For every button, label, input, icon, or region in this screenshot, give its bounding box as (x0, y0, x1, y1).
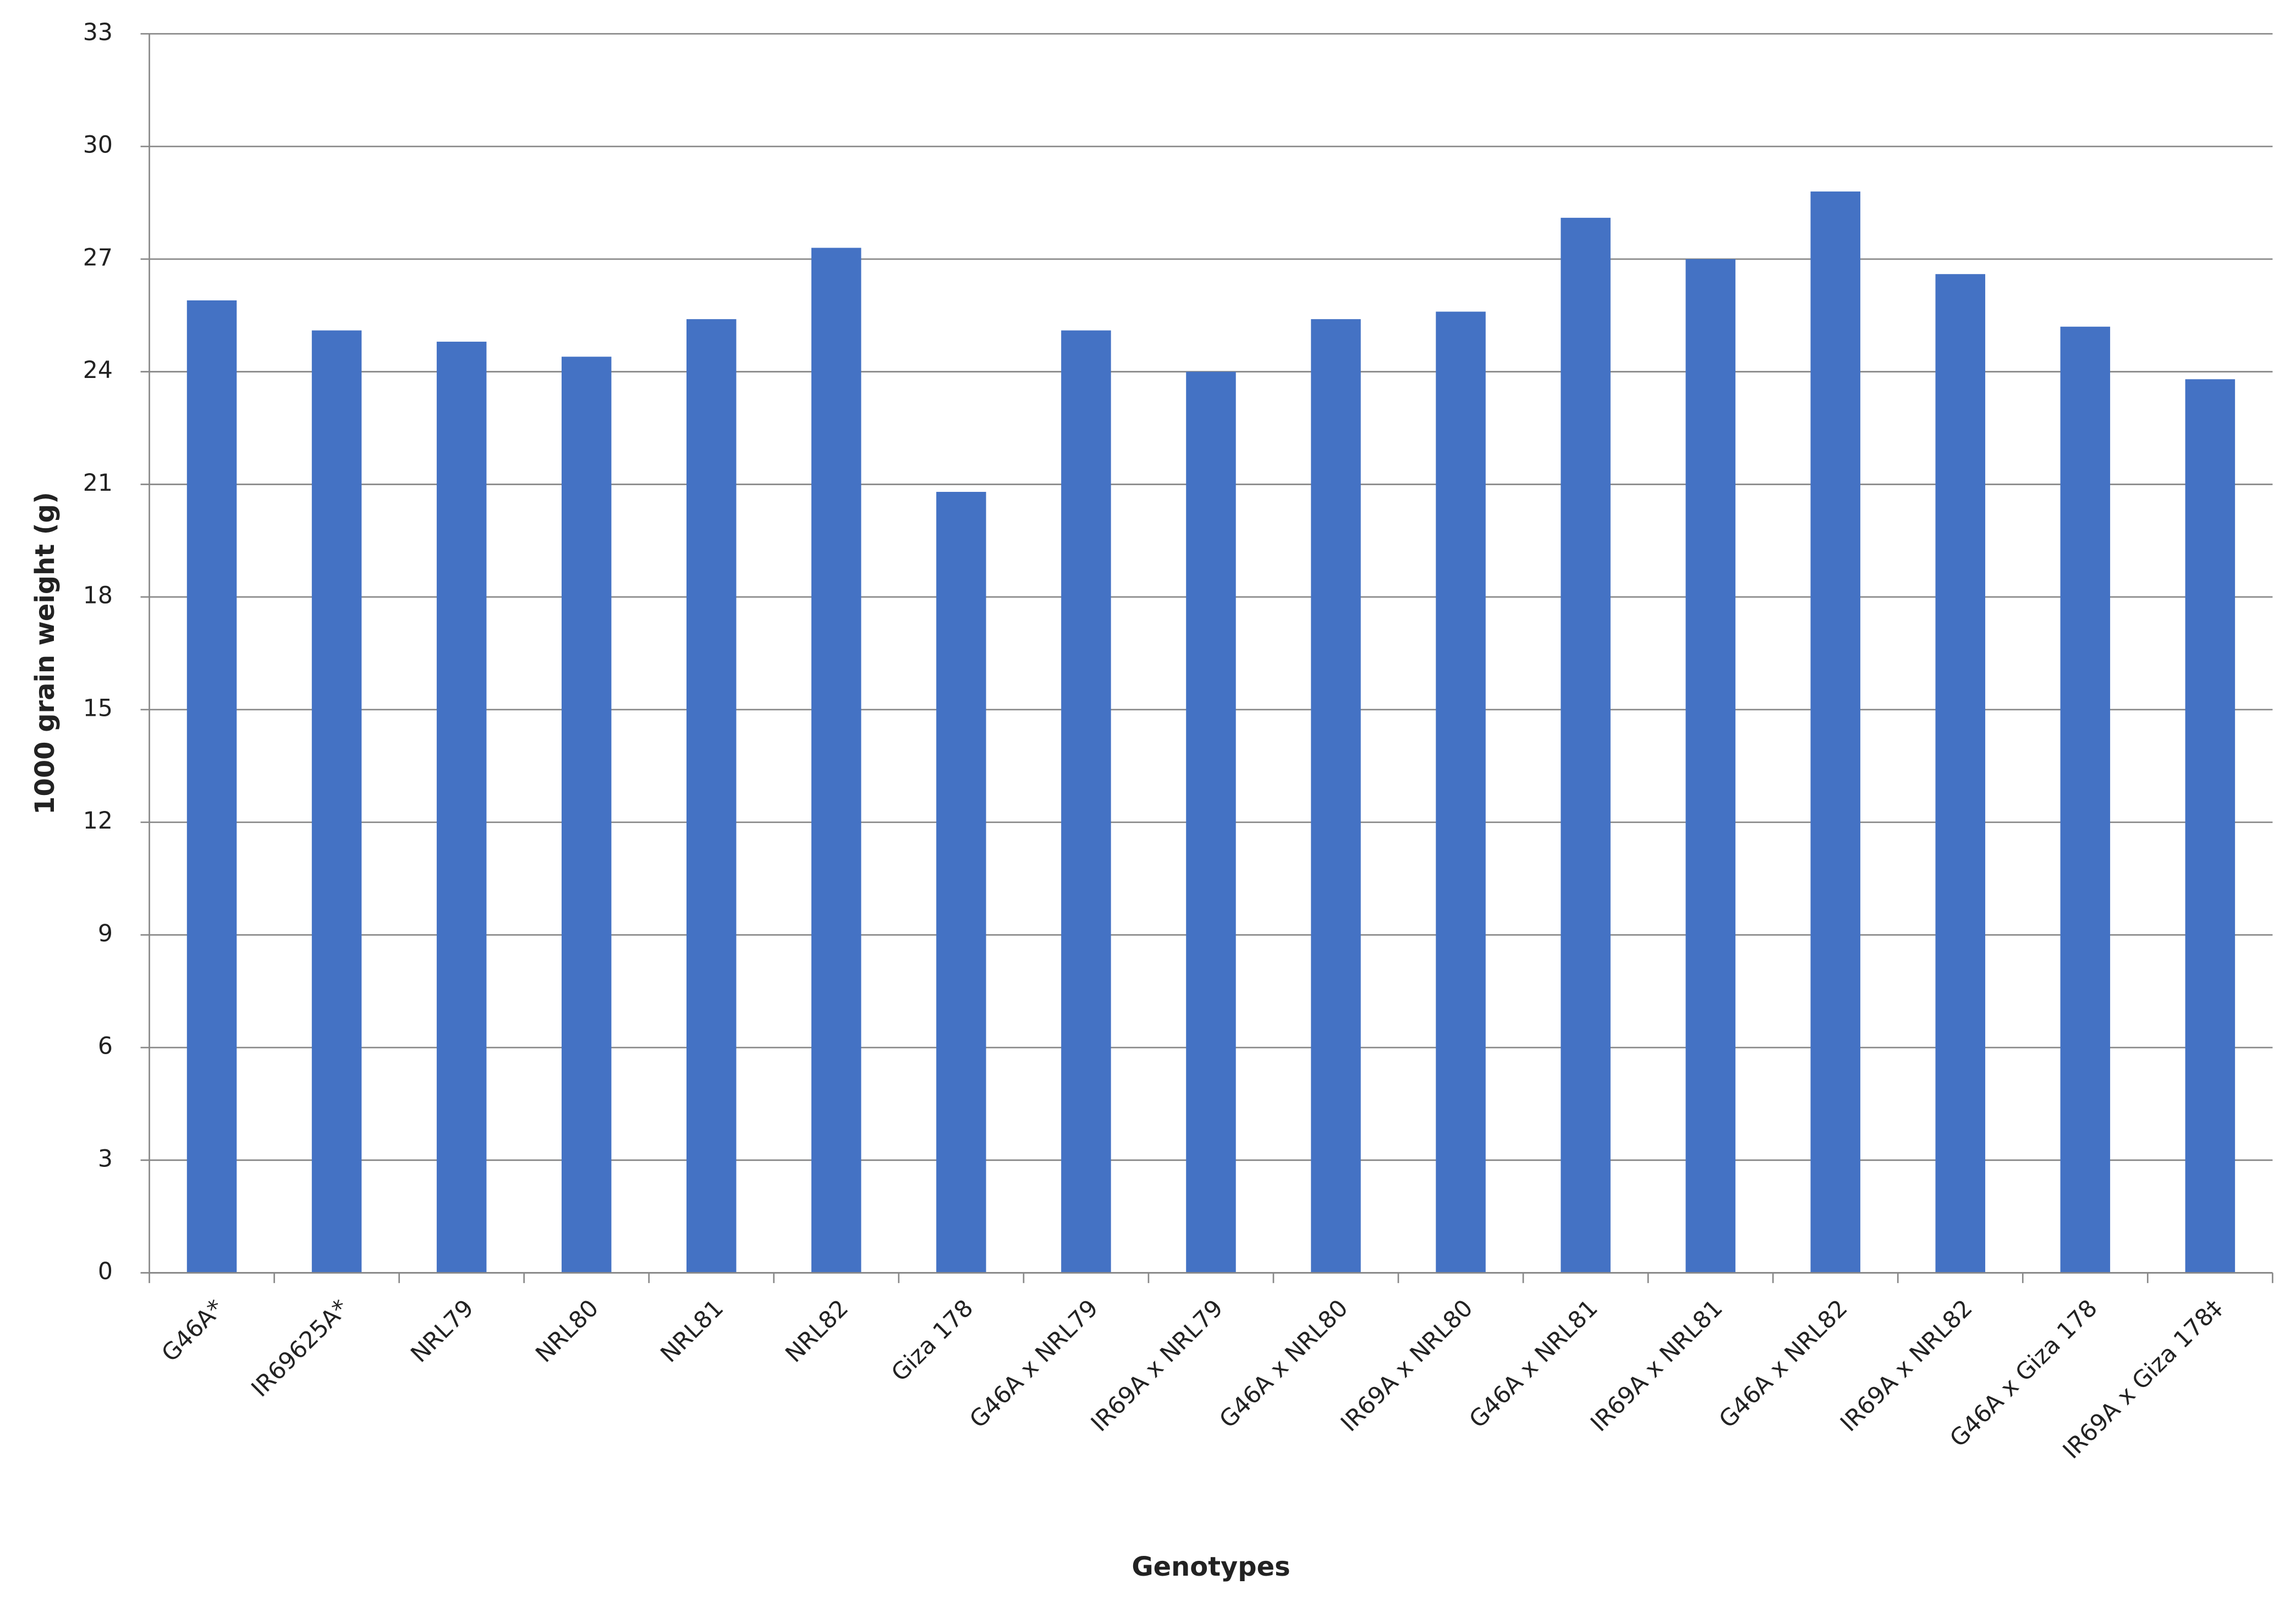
x-tick-label: IR69625A* (246, 1295, 354, 1403)
bar (2185, 379, 2235, 1273)
bar (436, 342, 487, 1273)
x-tick-label: IR69A x NRL81 (1585, 1295, 1728, 1438)
y-tick-label: 30 (83, 131, 113, 159)
bar (311, 330, 362, 1273)
x-tick-label: Giza 178 (886, 1295, 979, 1387)
bar (1935, 274, 1986, 1273)
y-tick-label: 27 (83, 244, 113, 271)
x-tick-label: IR69A x NRL82 (1835, 1295, 1978, 1438)
x-tick-label: NRL79 (405, 1295, 479, 1368)
bar (1311, 319, 1361, 1273)
bar (1061, 330, 1111, 1273)
y-tick-label: 18 (83, 582, 113, 610)
bar (1561, 217, 1611, 1273)
bar (936, 492, 986, 1273)
y-tick-label: 6 (98, 1033, 113, 1060)
x-tick-label: G46A x NRL80 (1214, 1295, 1353, 1434)
x-tick-label: G46A* (156, 1295, 229, 1368)
x-tick-label: NRL81 (655, 1295, 729, 1368)
x-tick-label: NRL82 (780, 1295, 854, 1368)
x-tick-label: NRL80 (530, 1295, 604, 1368)
y-tick-label: 21 (83, 469, 113, 497)
x-axis-title: Genotypes (1131, 1552, 1290, 1582)
y-tick-label: 15 (83, 694, 113, 722)
x-tick-label: G46A x NRL79 (964, 1295, 1103, 1434)
x-tick-label: IR69A x NRL80 (1336, 1295, 1479, 1438)
y-tick-label: 12 (83, 807, 113, 835)
y-tick-label: 24 (83, 357, 113, 384)
bar (561, 357, 612, 1273)
y-tick-label: 3 (98, 1145, 113, 1172)
bar (1186, 371, 1236, 1273)
bar (1436, 311, 1486, 1273)
x-tick-label: G46A x NRL82 (1714, 1295, 1853, 1434)
bar (186, 300, 237, 1273)
bar (1810, 191, 1860, 1273)
y-axis-title: 1000 grain weight (g) (30, 492, 61, 815)
x-tick-label: IR69A x NRL79 (1086, 1295, 1229, 1438)
bar (1685, 259, 1735, 1273)
bar (686, 319, 737, 1273)
y-tick-label: 0 (98, 1258, 113, 1285)
x-tick-label: G46A x NRL81 (1464, 1295, 1603, 1434)
bar (811, 248, 861, 1273)
bar (2060, 326, 2111, 1273)
y-tick-label: 33 (83, 19, 113, 46)
y-tick-label: 9 (98, 920, 113, 947)
